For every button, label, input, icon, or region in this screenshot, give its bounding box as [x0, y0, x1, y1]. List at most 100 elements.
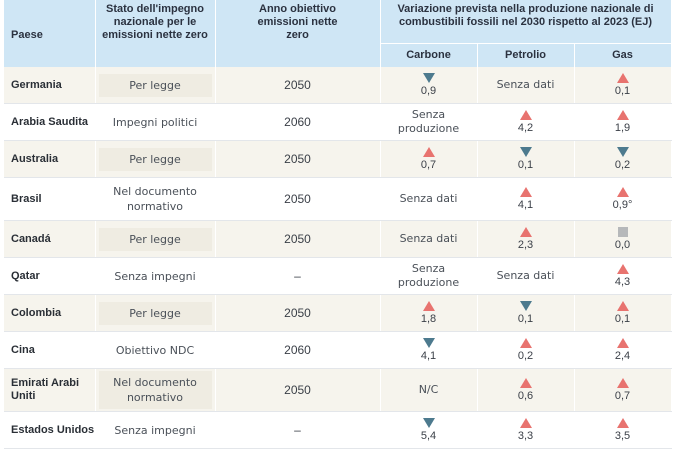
petrolio-cell: 4,2 [477, 103, 575, 141]
petrolio-cell: 0,6 [477, 368, 575, 412]
petrolio-cell: 2,3 [477, 220, 575, 258]
triangle-down-icon [422, 417, 435, 428]
country-name: Estados Unidos [4, 411, 96, 449]
gas-cell: 0,7 [574, 368, 672, 412]
triangle-down-icon [422, 337, 435, 348]
target-year: – [215, 411, 381, 449]
petrolio-value: 0,1 [517, 158, 534, 171]
triangle-up-icon [519, 337, 532, 348]
target-year: 2060 [215, 331, 381, 369]
table-row: Colombia Per legge 2050 1,8 0,1 0,1 [4, 294, 672, 332]
commitment-status-cell: Nel documento normativo [95, 177, 216, 221]
carbone-value: 1,8 [420, 312, 437, 325]
country-name: Qatar [4, 257, 96, 295]
petrolio-cell: 4,1 [477, 177, 575, 221]
gas-value: 0,0 [614, 238, 631, 251]
target-year: 2050 [215, 294, 381, 332]
petrolio-value: 0,6 [517, 389, 534, 402]
gas-value: 2,4 [614, 349, 631, 362]
gas-value: 0,7 [614, 389, 631, 402]
commitment-status: Senza impegni [98, 264, 212, 288]
triangle-up-icon [616, 263, 629, 274]
carbone-cell: 0,7 [380, 140, 478, 178]
gas-cell: 0,1 [574, 67, 672, 104]
table-row: Emirati Arabi Uniti Nel documento normati… [4, 368, 672, 412]
gas-cell: 0,9° [574, 177, 672, 221]
commitment-status: Impegni politici [98, 110, 212, 134]
triangle-up-icon [519, 377, 532, 388]
commitment-status-cell: Senza impegni [95, 257, 216, 295]
header-gas: Gas [574, 43, 672, 67]
country-name: Australia [4, 140, 96, 178]
table-body: Germania Per legge 2050 0,9 Senza dati 0,1 Ara… [4, 67, 672, 449]
country-name: Emirati Arabi Uniti [4, 368, 96, 412]
fossil-fuel-table: Paese Stato dell'impegno nazionale per l… [4, 0, 672, 449]
carbone-value: Senza dati [399, 192, 458, 205]
triangle-down-icon [519, 300, 532, 311]
triangle-up-icon [616, 377, 629, 388]
commitment-status: Senza impegni [98, 418, 212, 442]
gas-cell: 4,3 [574, 257, 672, 295]
gas-value: 0,9° [612, 198, 633, 211]
target-year: 2060 [215, 103, 381, 141]
triangle-up-icon [616, 72, 629, 83]
target-year: 2050 [215, 368, 381, 412]
triangle-down-icon [616, 146, 629, 157]
gas-value: 1,9 [614, 121, 631, 134]
petrolio-cell: 0,1 [477, 294, 575, 332]
triangle-up-icon [616, 417, 629, 428]
commitment-status-cell: Obiettivo NDC [95, 331, 216, 369]
petrolio-cell: Senza dati [477, 67, 575, 104]
carbone-value: 4,1 [420, 349, 437, 362]
table-row: Brasil Nel documento normativo 2050 Senza d… [4, 177, 672, 221]
commitment-status-cell: Impegni politici [95, 103, 216, 141]
target-year: 2050 [215, 220, 381, 258]
table-row: Australia Per legge 2050 0,7 0,1 0,2 [4, 140, 672, 178]
gas-cell: 0,2 [574, 140, 672, 178]
carbone-value: Senza dati [399, 232, 458, 245]
carbone-cell: Senza produzione [380, 103, 478, 141]
carbone-cell: Senza dati [380, 220, 478, 258]
carbone-cell: 1,8 [380, 294, 478, 332]
carbone-value: 5,4 [420, 429, 437, 442]
table-row: Canadá Per legge 2050 Senza dati 2,3 0,0 [4, 220, 672, 258]
petrolio-value: Senza dati [496, 269, 555, 282]
header-carbone: Carbone [380, 43, 478, 67]
carbone-value: 0,7 [420, 158, 437, 171]
commitment-status: Nel documento normativo [98, 371, 212, 409]
commitment-status-cell: Per legge [95, 220, 216, 258]
triangle-down-icon [422, 72, 435, 83]
gas-cell: 0,1 [574, 294, 672, 332]
commitment-status: Per legge [98, 301, 212, 325]
commitment-status: Obiettivo NDC [98, 338, 212, 362]
commitment-status-cell: Nel documento normativo [95, 368, 216, 412]
gas-value: 3,5 [614, 429, 631, 442]
petrolio-value: 4,2 [517, 121, 534, 134]
target-year: 2050 [215, 177, 381, 221]
gas-cell: 3,5 [574, 411, 672, 449]
petrolio-value: 3,3 [517, 429, 534, 442]
country-name: Colombia [4, 294, 96, 332]
triangle-up-icon [422, 146, 435, 157]
triangle-up-icon [616, 300, 629, 311]
target-year: 2050 [215, 67, 381, 104]
commitment-status-cell: Per legge [95, 140, 216, 178]
carbone-cell: 0,9 [380, 67, 478, 104]
commitment-status: Per legge [98, 227, 212, 251]
header-anno: Anno obiettivo emissioni nette zero [215, 0, 381, 67]
carbone-value: Senza produzione [397, 108, 460, 135]
header-variazione: Variazione prevista nella produzione naz… [380, 0, 672, 44]
gas-value: 0,2 [614, 158, 631, 171]
country-name: Canadá [4, 220, 96, 258]
carbone-cell: 5,4 [380, 411, 478, 449]
header-paese: Paese [4, 0, 96, 67]
commitment-status-cell: Per legge [95, 67, 216, 104]
carbone-value: Senza produzione [397, 262, 460, 289]
table-row: Germania Per legge 2050 0,9 Senza dati 0,1 [4, 67, 672, 104]
petrolio-cell: Senza dati [477, 257, 575, 295]
square-icon [617, 226, 628, 237]
header-petrolio: Petrolio [477, 43, 575, 67]
table-row: Cina Obiettivo NDC 2060 4,1 0,2 2,4 [4, 331, 672, 369]
country-name: Brasil [4, 177, 96, 221]
country-name: Arabia Saudita [4, 103, 96, 141]
